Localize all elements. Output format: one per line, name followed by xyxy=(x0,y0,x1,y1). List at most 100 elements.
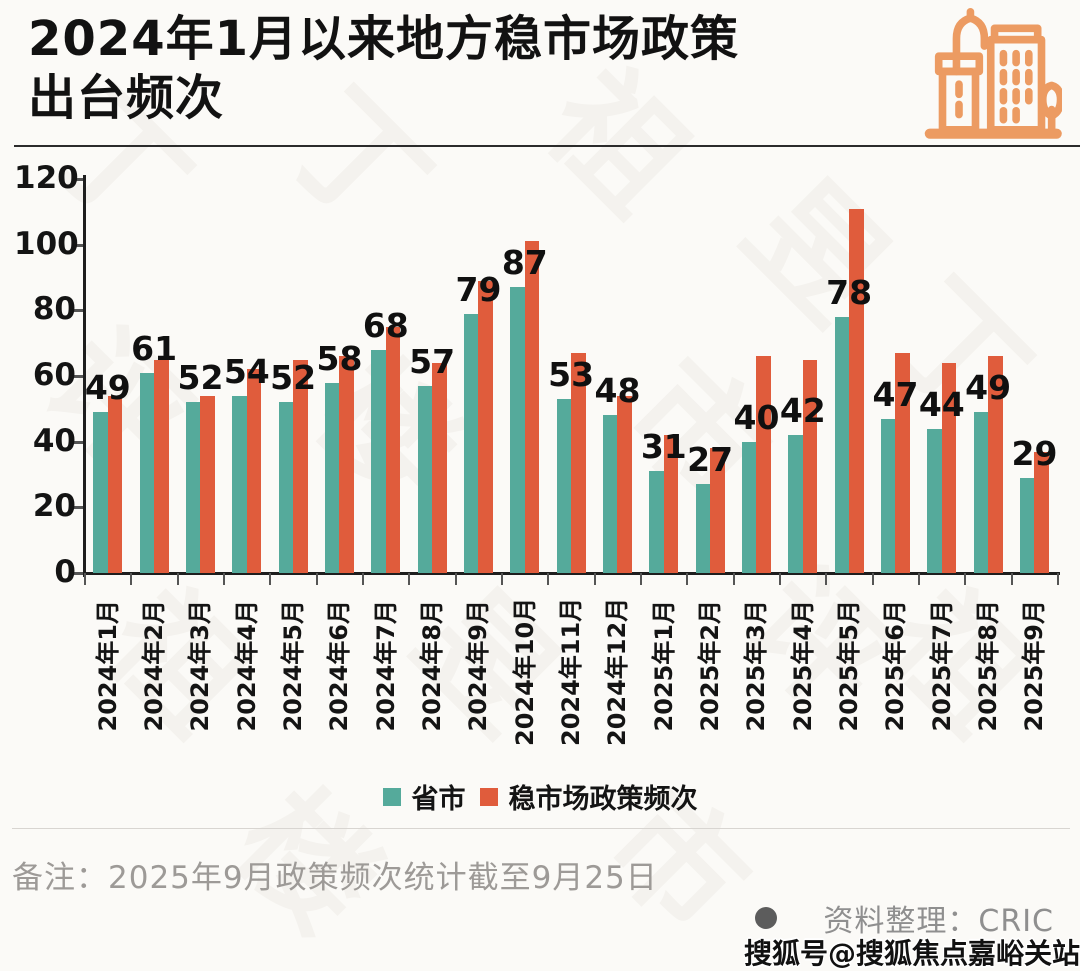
y-axis-tick xyxy=(72,506,83,510)
x-axis-category-label: 2025年1月 xyxy=(649,600,678,732)
bar-省市-2024年9月 xyxy=(463,313,479,573)
bar-省市-2025年1月 xyxy=(649,471,664,573)
y-axis-tick-label: 120 xyxy=(14,160,79,196)
bar-value-label: 87 xyxy=(501,243,548,283)
bar-稳市场政策频次-2025年1月 xyxy=(663,435,679,573)
x-axis-category-label: 2024年7月 xyxy=(371,600,400,732)
bar-省市-2025年2月 xyxy=(695,484,711,573)
bar-value-label: 61 xyxy=(131,328,178,368)
x-axis-category-label: 2024年6月 xyxy=(325,600,354,732)
bar-省市-2025年3月 xyxy=(741,441,757,573)
x-axis-tick xyxy=(779,573,781,585)
x-axis-category-label: 2024年5月 xyxy=(279,600,308,732)
bar-省市-2024年8月 xyxy=(417,385,433,573)
bar-chart: 0 20 40 60 80 100 120 49 2024年1月 61 2024年2月 52 2024年… xyxy=(14,160,1060,746)
x-axis-category-label: 2024年10月 xyxy=(510,597,539,746)
source-label: 资料整理：CRIC xyxy=(823,904,1054,939)
bar-value-label: 48 xyxy=(594,371,641,411)
bar-省市-2024年5月 xyxy=(278,402,294,573)
bar-省市-2025年4月 xyxy=(788,435,803,573)
bar-稳市场政策频次-2024年4月 xyxy=(246,369,262,573)
x-axis-category-label: 2025年4月 xyxy=(788,600,817,732)
footnote: 备注：2025年9月政策频次统计截至9月25日 xyxy=(12,860,658,896)
bar-稳市场政策频次-2024年10月 xyxy=(524,241,540,573)
bar-省市-2025年9月 xyxy=(1019,477,1035,573)
chart-legend: 省市 稳市场政策频次 xyxy=(0,777,1080,816)
bar-稳市场政策频次-2025年7月 xyxy=(941,362,957,573)
x-axis-category-label: 2024年9月 xyxy=(464,600,493,732)
bar-省市-2025年5月 xyxy=(834,316,850,573)
bar-稳市场政策频次-2025年4月 xyxy=(802,359,818,573)
x-axis-tick xyxy=(918,573,920,585)
bar-value-label: 68 xyxy=(362,305,409,345)
bar-稳市场政策频次-2024年12月 xyxy=(617,395,633,573)
bar-value-label: 52 xyxy=(177,358,224,398)
x-axis-category-label: 2024年12月 xyxy=(603,597,632,746)
bar-稳市场政策频次-2025年8月 xyxy=(988,356,1003,573)
bar-省市-2025年6月 xyxy=(880,418,896,573)
x-axis-line xyxy=(83,572,1060,575)
x-axis-category-label: 2025年3月 xyxy=(742,600,771,732)
x-axis-tick xyxy=(547,573,550,585)
x-axis-tick xyxy=(686,573,689,585)
bar-稳市场政策频次-2024年2月 xyxy=(154,359,169,573)
page-title-line2: 出台频次 xyxy=(28,70,225,126)
y-axis-tick xyxy=(72,178,83,181)
bar-value-label: 44 xyxy=(918,384,965,424)
bullet-icon xyxy=(755,907,778,929)
bar-稳市场政策频次-2024年11月 xyxy=(571,353,586,573)
bar-稳市场政策频次-2024年3月 xyxy=(200,395,216,573)
bar-value-label: 54 xyxy=(223,351,270,391)
bar-value-label: 31 xyxy=(640,427,687,467)
x-axis-tick xyxy=(501,573,503,585)
bar-value-label: 40 xyxy=(733,397,780,437)
y-axis-tick xyxy=(72,572,83,575)
bar-value-label: 49 xyxy=(965,368,1012,408)
bar-value-label: 27 xyxy=(687,440,734,480)
x-axis-tick xyxy=(223,573,225,585)
y-axis-tick xyxy=(72,440,83,444)
page-title: 2024年1月以来地方稳市场政策 出台频次 xyxy=(28,10,739,128)
x-axis-tick xyxy=(130,573,133,585)
legend-swatch-policy-frequency xyxy=(479,787,498,806)
bar-value-label: 57 xyxy=(409,341,456,381)
bar-省市-2024年2月 xyxy=(139,372,155,573)
footer-divider xyxy=(12,828,1070,829)
bar-稳市场政策频次-2024年9月 xyxy=(478,280,494,573)
bar-省市-2025年7月 xyxy=(927,428,942,573)
bar-稳市场政策频次-2024年5月 xyxy=(293,359,308,573)
legend-item-policy-frequency: 稳市场政策频次 xyxy=(479,777,698,816)
title-divider xyxy=(14,145,1080,147)
x-axis-tick xyxy=(176,573,179,585)
legend-label-policy-frequency: 稳市场政策频次 xyxy=(508,784,698,815)
x-axis-category-label: 2024年2月 xyxy=(140,600,169,732)
x-axis-category-label: 2025年5月 xyxy=(835,600,864,732)
x-axis-tick xyxy=(964,573,967,585)
bar-稳市场政策频次-2025年9月 xyxy=(1034,451,1050,573)
bar-省市-2024年3月 xyxy=(185,402,201,573)
x-axis-category-label: 2024年4月 xyxy=(232,600,261,732)
bar-value-label: 29 xyxy=(1011,433,1058,473)
x-axis-tick xyxy=(84,573,86,585)
x-axis-tick xyxy=(269,573,272,585)
x-axis-tick xyxy=(454,573,457,585)
bar-value-label: 42 xyxy=(779,391,826,431)
x-axis-tick xyxy=(1057,573,1059,585)
x-axis-category-label: 2024年11月 xyxy=(557,597,586,746)
x-axis-category-label: 2025年9月 xyxy=(1020,600,1049,732)
page-title-line1: 2024年1月以来地方稳市场政策 xyxy=(28,11,739,67)
y-axis-tick-label: 100 xyxy=(14,225,79,262)
bar-省市-2024年6月 xyxy=(324,382,340,573)
bar-稳市场政策频次-2025年5月 xyxy=(849,208,864,573)
x-axis-tick xyxy=(315,573,318,585)
x-axis-category-label: 2024年3月 xyxy=(186,600,215,732)
x-axis-tick xyxy=(640,573,642,585)
bar-value-label: 53 xyxy=(548,354,595,394)
city-buildings-icon xyxy=(924,8,1062,139)
y-axis-tick-label: 20 xyxy=(32,488,76,525)
bar-省市-2024年10月 xyxy=(510,287,525,573)
x-axis-category-label: 2025年8月 xyxy=(974,600,1003,732)
y-axis-line xyxy=(83,175,86,577)
x-axis-tick xyxy=(408,573,411,585)
bar-省市-2024年12月 xyxy=(602,415,618,573)
